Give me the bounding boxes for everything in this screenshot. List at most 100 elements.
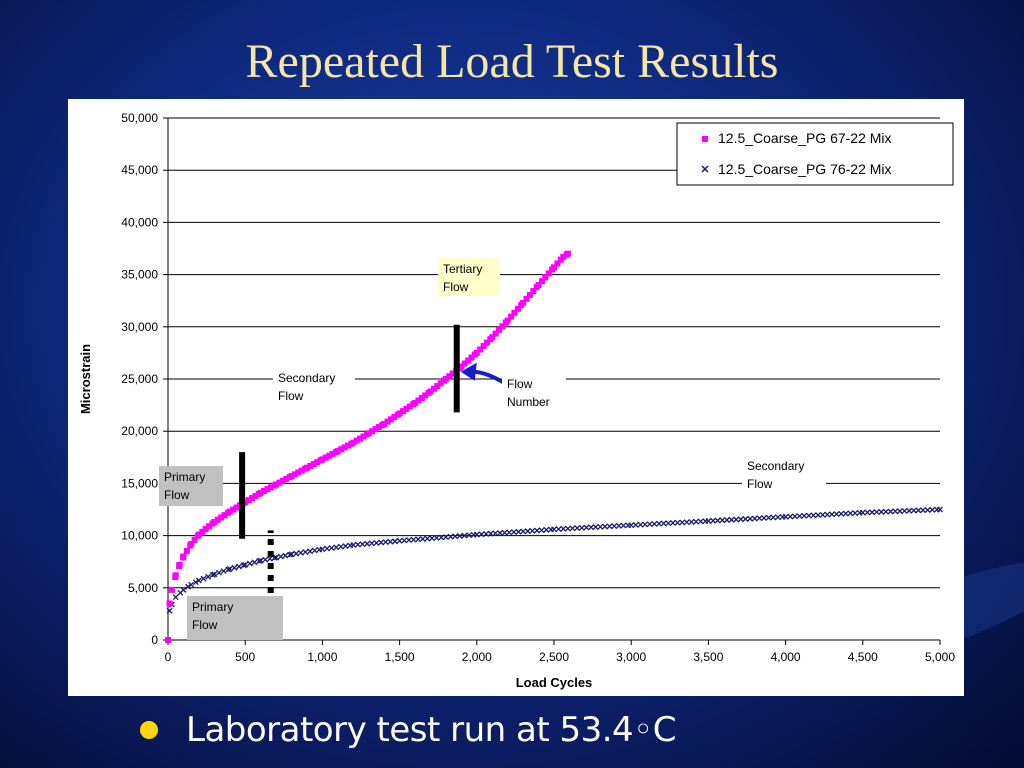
- x-axis-label: Load Cycles: [516, 675, 593, 690]
- point-navy: [574, 525, 581, 532]
- point-navy: [506, 529, 513, 536]
- point-pink: [283, 475, 290, 482]
- point-navy: [354, 541, 361, 548]
- point-pink: [350, 439, 357, 446]
- point-navy: [373, 539, 380, 546]
- annotation-text-secondary-bottom: Secondary: [747, 459, 804, 473]
- y-tick-label: 30,000: [121, 320, 158, 334]
- point-pink: [412, 400, 419, 407]
- point-navy: [656, 520, 662, 527]
- point-navy: [497, 530, 503, 536]
- point-navy: [200, 575, 207, 582]
- point-navy: [929, 506, 936, 513]
- point-pink: [252, 492, 259, 499]
- legend-marker-pink: [702, 136, 708, 142]
- point-navy: [466, 532, 473, 539]
- slide-title: Repeated Load Test Results: [245, 35, 779, 88]
- point-pink: [188, 540, 195, 547]
- point-navy: [262, 556, 269, 563]
- point-pink: [357, 435, 364, 442]
- point-navy: [410, 536, 417, 543]
- point-pink: [314, 459, 321, 466]
- point-pink: [322, 454, 329, 461]
- point-pink: [465, 357, 472, 364]
- point-pink: [511, 309, 518, 316]
- point-pink: [418, 394, 425, 401]
- point-navy: [628, 522, 635, 529]
- flow-arrow-head: [460, 362, 477, 381]
- point-pink: [341, 444, 348, 451]
- point-pink: [422, 392, 429, 399]
- point-navy: [424, 535, 431, 542]
- point-pink: [183, 547, 190, 554]
- point-navy: [501, 529, 508, 536]
- point-pink: [564, 250, 571, 257]
- point-navy: [705, 518, 712, 524]
- point-navy: [538, 527, 545, 534]
- point-navy: [359, 541, 366, 548]
- point-pink: [461, 360, 468, 367]
- point-pink: [554, 260, 561, 267]
- point-navy: [770, 514, 777, 521]
- point-pink: [542, 274, 549, 281]
- point-pink: [242, 499, 249, 506]
- point-pink: [473, 349, 480, 356]
- point-navy: [483, 530, 490, 537]
- point-navy: [910, 507, 917, 514]
- point-navy: [906, 507, 913, 514]
- point-pink: [264, 486, 271, 493]
- annotation-text-flow-number: Flow: [507, 377, 533, 391]
- point-navy: [387, 538, 394, 545]
- point-navy: [683, 519, 690, 526]
- point-navy: [438, 534, 445, 541]
- point-pink: [489, 334, 496, 341]
- annotation-text-tertiary: Tertiary: [443, 262, 482, 276]
- point-pink: [298, 467, 305, 474]
- point-pink: [202, 526, 209, 533]
- point-pink: [480, 343, 487, 350]
- point-pink: [233, 504, 240, 511]
- point-pink: [199, 528, 206, 535]
- point-pink: [276, 479, 283, 486]
- point-pink: [387, 416, 394, 423]
- x-tick-label: 2,000: [462, 650, 492, 664]
- point-navy: [782, 513, 789, 520]
- point-navy: [473, 531, 480, 538]
- point-navy: [447, 533, 454, 540]
- point-pink: [372, 426, 379, 433]
- point-pink: [406, 403, 413, 410]
- point-navy: [442, 534, 449, 541]
- point-pink: [180, 553, 187, 560]
- point-navy: [796, 513, 803, 520]
- point-navy: [646, 521, 653, 528]
- point-navy: [883, 508, 889, 515]
- point-navy: [324, 545, 330, 552]
- legend-label-pink: 12.5_Coarse_PG 67-22 Mix: [718, 130, 892, 146]
- x-tick-label: 1,000: [307, 650, 337, 664]
- legend-marker-navy: [701, 165, 709, 173]
- point-navy: [236, 563, 242, 570]
- point-navy: [588, 524, 595, 531]
- point-navy: [833, 511, 840, 518]
- point-navy: [534, 527, 540, 534]
- point-navy: [852, 510, 859, 517]
- point-navy: [791, 513, 798, 520]
- point-navy: [719, 517, 726, 524]
- point-navy: [419, 535, 426, 542]
- x-tick-label: 5,000: [925, 650, 955, 664]
- point-navy: [810, 512, 817, 519]
- y-tick-label: 20,000: [121, 424, 158, 438]
- point-pink: [430, 385, 437, 392]
- point-navy: [180, 586, 187, 593]
- point-pink: [504, 317, 511, 324]
- x-tick-label: 500: [235, 650, 255, 664]
- point-navy: [242, 561, 249, 568]
- point-navy: [396, 537, 403, 544]
- y-tick-label: 40,000: [121, 215, 158, 229]
- point-navy: [674, 519, 681, 526]
- point-navy: [859, 509, 866, 516]
- bullet-dot: [140, 721, 158, 739]
- point-pink: [535, 282, 542, 289]
- point-navy: [864, 509, 871, 516]
- point-navy: [842, 510, 849, 517]
